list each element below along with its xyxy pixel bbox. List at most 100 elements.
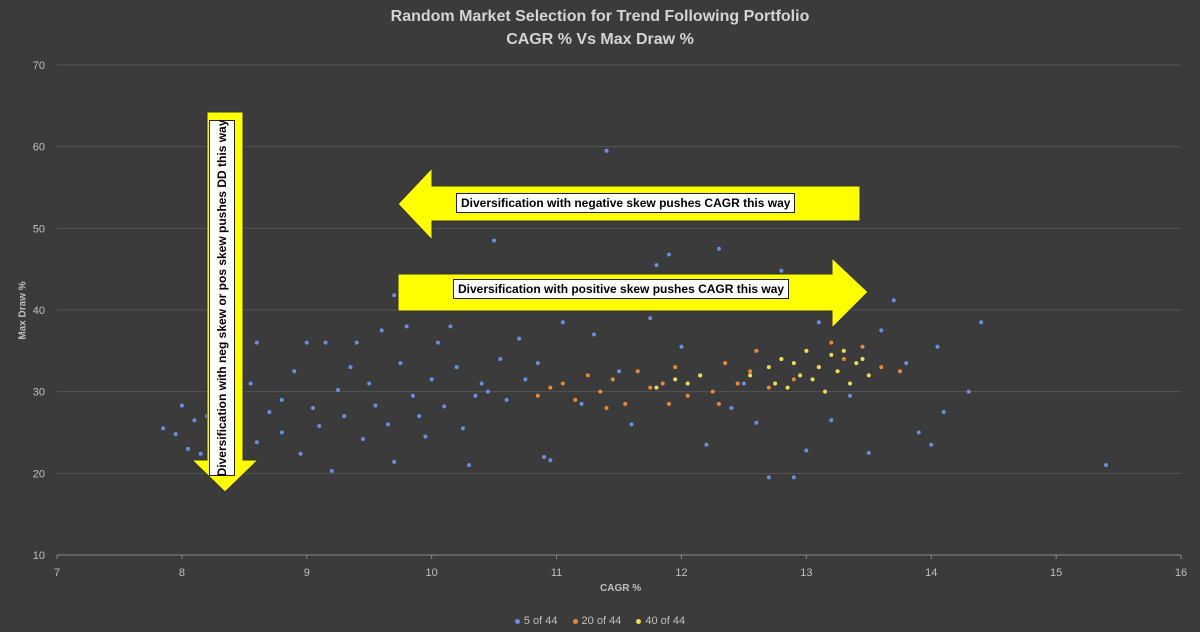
data-point-series-1: [891, 298, 896, 303]
data-point-series-1: [617, 369, 621, 374]
data-point-series-2: [841, 357, 846, 361]
data-point-series-3: [854, 361, 859, 366]
data-point-series-2: [754, 348, 759, 353]
x-tick-label: 13: [800, 567, 812, 579]
data-point-series-2: [635, 369, 640, 374]
data-point-series-1: [279, 397, 284, 402]
data-point-series-2: [879, 365, 884, 370]
legend-item-40of44: 40 of 44: [636, 615, 685, 627]
data-point-series-1: [485, 389, 490, 394]
data-point-series-1: [935, 344, 940, 349]
data-point-series-2: [748, 369, 753, 374]
legend: 5 of 44 20 of 44 40 of 44: [0, 615, 1200, 627]
data-point-series-1: [292, 369, 297, 374]
data-point-series-3: [816, 365, 821, 370]
right-arrow-label: Diversification with positive skew pushe…: [453, 279, 790, 299]
legend-item-20of44: 20 of 44: [572, 615, 621, 627]
data-point-series-1: [648, 316, 653, 321]
data-point-series-1: [429, 377, 434, 382]
data-point-series-2: [673, 365, 678, 370]
data-point-series-3: [779, 357, 784, 361]
data-point-series-1: [592, 332, 597, 337]
data-point-series-3: [791, 361, 796, 366]
data-point-series-1: [779, 268, 784, 273]
data-point-series-1: [198, 451, 203, 456]
x-tick-label: 8: [179, 567, 185, 579]
legend-item-5of44: 5 of 44: [514, 615, 558, 627]
data-point-series-2: [860, 344, 865, 349]
data-point-series-1: [829, 418, 834, 423]
y-tick-label: 40: [33, 305, 45, 317]
data-point-series-1: [523, 377, 528, 382]
data-point-series-3: [829, 352, 834, 357]
data-point-series-1: [941, 410, 946, 415]
data-point-series-3: [748, 373, 753, 378]
data-point-series-1: [267, 410, 272, 415]
data-point-series-1: [666, 252, 671, 257]
data-point-series-1: [342, 414, 347, 419]
data-point-series-1: [373, 403, 378, 408]
y-tick-label: 50: [33, 223, 45, 235]
data-point-series-2: [829, 340, 834, 345]
data-point-series-1: [311, 406, 316, 410]
data-point-series-2: [791, 377, 796, 382]
data-point-series-1: [766, 475, 771, 480]
data-point-series-2: [723, 361, 728, 366]
data-point-series-1: [716, 246, 721, 251]
chart-title: Random Market Selection for Trend Follow…: [390, 8, 810, 25]
data-point-series-3: [860, 357, 865, 361]
data-point-series-1: [448, 324, 453, 329]
vertical-arrow-text: Diversification with neg skew or pos ske…: [215, 119, 229, 477]
data-point-series-3: [698, 373, 703, 378]
x-tick-label: 7: [54, 567, 60, 579]
data-point-series-1: [360, 437, 365, 442]
data-point-series-3: [766, 365, 771, 370]
data-point-series-1: [679, 344, 684, 349]
data-point-series-3: [804, 348, 809, 353]
data-point-series-3: [841, 348, 846, 353]
data-point-series-2: [548, 385, 553, 390]
data-point-series-1: [435, 340, 440, 345]
data-point-series-1: [304, 340, 309, 345]
legend-label: 40 of 44: [645, 615, 686, 627]
data-point-series-1: [1104, 463, 1109, 468]
legend-marker: [572, 618, 578, 624]
data-point-series-1: [248, 381, 253, 386]
data-point-series-1: [654, 263, 659, 268]
x-tick-label: 15: [1050, 567, 1062, 579]
data-point-series-1: [454, 365, 459, 370]
data-point-series-1: [161, 426, 166, 431]
legend-label: 5 of 44: [523, 615, 558, 627]
data-point-series-2: [735, 381, 740, 386]
data-point-series-3: [785, 385, 790, 390]
data-point-series-1: [542, 455, 547, 459]
x-tick-label: 11: [551, 567, 562, 579]
data-point-series-1: [479, 381, 484, 386]
data-point-series-3: [823, 389, 828, 394]
data-point-series-1: [323, 340, 328, 345]
data-point-series-1: [492, 238, 497, 243]
data-point-series-1: [392, 293, 397, 298]
data-point-series-1: [254, 440, 259, 445]
data-point-series-2: [604, 406, 609, 410]
x-tick-label: 14: [925, 567, 937, 579]
data-point-series-1: [398, 361, 403, 366]
data-point-series-1: [548, 458, 553, 463]
data-point-series-3: [654, 385, 659, 390]
data-point-series-2: [560, 381, 565, 386]
data-point-series-3: [773, 381, 778, 386]
data-point-series-1: [741, 381, 746, 386]
data-point-series-2: [710, 389, 715, 394]
data-point-series-1: [916, 430, 921, 435]
data-point-series-1: [966, 389, 971, 394]
data-point-series-1: [367, 381, 372, 386]
data-point-series-1: [442, 404, 447, 409]
data-point-series-1: [404, 324, 409, 329]
data-point-series-1: [379, 328, 384, 333]
data-point-series-1: [179, 403, 184, 408]
data-point-series-1: [348, 365, 353, 370]
data-point-series-1: [804, 448, 809, 453]
data-point-series-3: [866, 373, 871, 378]
data-point-series-1: [279, 430, 284, 435]
data-point-series-1: [560, 320, 565, 325]
